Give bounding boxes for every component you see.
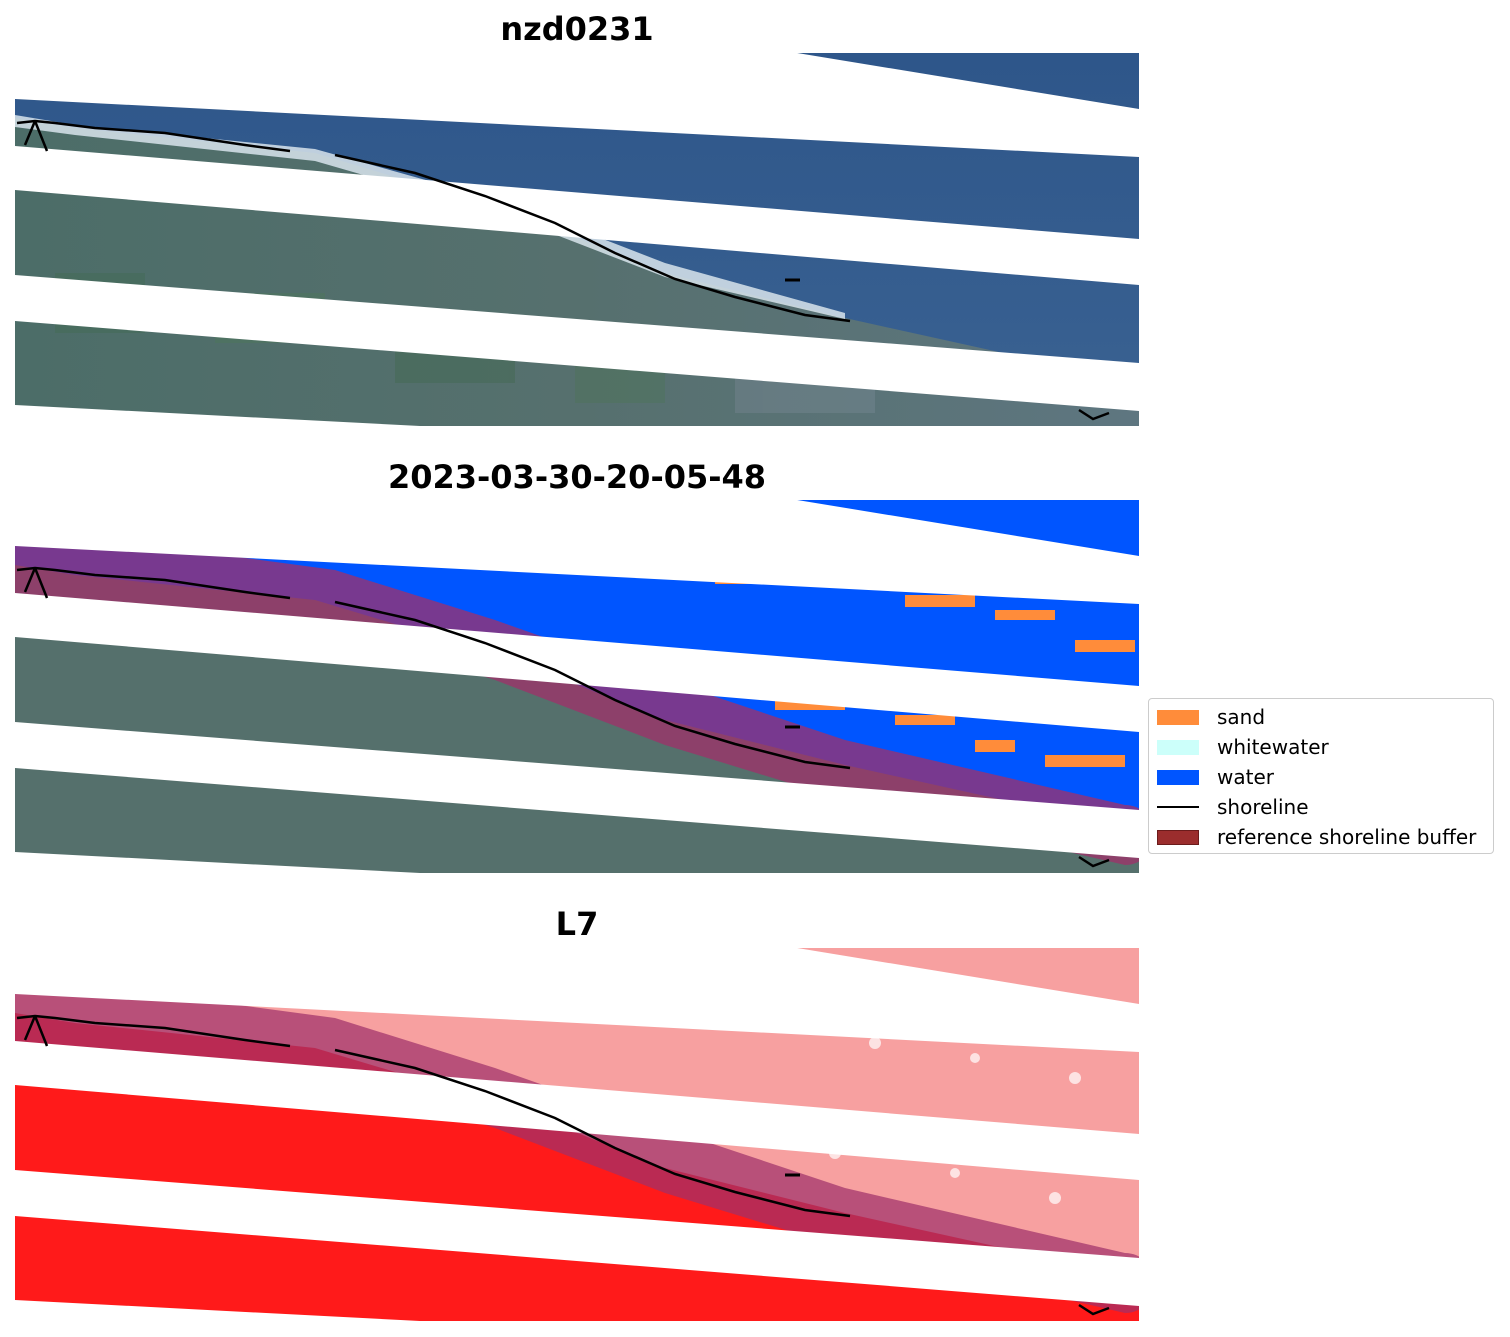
water-swatch (1157, 770, 1199, 785)
shoreline-fragments (23, 120, 1110, 421)
classified-image-panel (15, 500, 1139, 873)
panel-title-rgb: nzd0231 (500, 10, 654, 48)
legend-item-sand: sand (1149, 701, 1493, 731)
panel-title-classified: 2023-03-30-20-05-48 (387, 458, 767, 496)
shoreline-line-swatch (1157, 806, 1199, 808)
shoreline-fragments (23, 567, 1110, 868)
shoreline-fragments (23, 1015, 1110, 1316)
buffer-swatch (1157, 830, 1199, 845)
legend-label: whitewater (1217, 735, 1329, 759)
scanline-gaps (15, 948, 1139, 1321)
sand-swatch (1157, 710, 1199, 725)
legend-label: reference shoreline buffer (1217, 825, 1477, 849)
legend-item-water: water (1149, 761, 1493, 791)
legend-item-buffer: reference shoreline buffer (1149, 821, 1493, 851)
rgb-image-panel (15, 53, 1139, 426)
whitewater-swatch (1157, 740, 1199, 755)
legend-label: shoreline (1217, 795, 1309, 819)
index-image-panel (15, 948, 1139, 1321)
legend-label: water (1217, 765, 1274, 789)
scanline-gaps (15, 500, 1139, 873)
classified-image (15, 500, 1139, 873)
beach-strip (15, 115, 845, 319)
legend-label: sand (1217, 705, 1266, 729)
legend-item-shoreline: shoreline (1149, 791, 1493, 821)
legend-item-whitewater: whitewater (1149, 731, 1493, 761)
rgb-image (15, 53, 1139, 426)
legend: sand whitewater water shoreline referenc… (1148, 698, 1494, 854)
panel-title-index: L7 (555, 905, 599, 943)
scanline-gaps (15, 53, 1139, 426)
index-image (15, 948, 1139, 1321)
